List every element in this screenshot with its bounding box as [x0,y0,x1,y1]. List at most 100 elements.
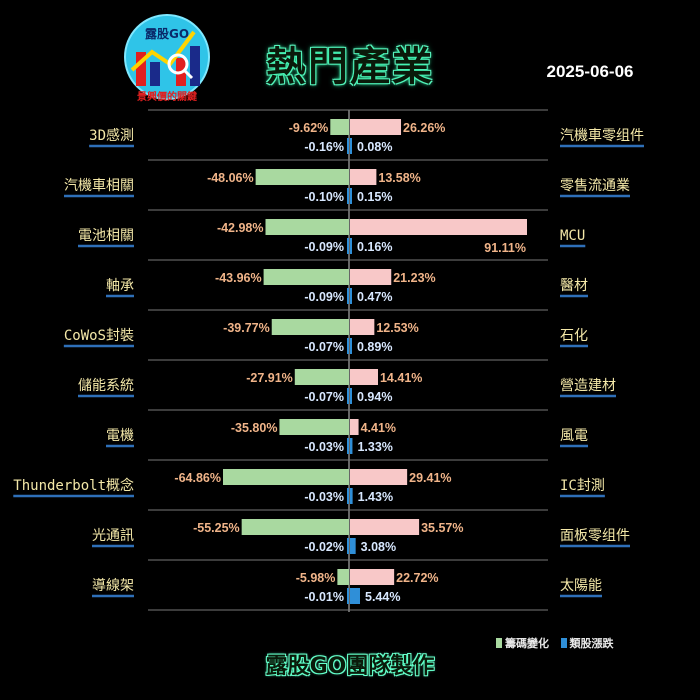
price-label-left: -0.03% [304,490,344,504]
category-label-right: IC封測 [560,478,605,494]
chip-label-left: -64.86% [174,471,221,485]
price-bar-left [347,438,349,454]
chip-label-left: -55.25% [193,521,240,535]
price-label-right: 3.08% [361,540,396,554]
category-label-right: MCU [560,228,585,244]
chip-label-right: 91.11% [484,241,526,255]
legend-chip: 籌碼變化 [496,637,549,650]
price-label-right: 0.16% [357,240,392,254]
price-label-right: 0.89% [357,340,392,354]
chip-bar-right [350,169,377,185]
chip-bar-left [255,169,349,185]
price-label-right: 1.43% [358,490,393,504]
chip-label-right: 4.41% [361,421,396,435]
category-label-right: 風電 [560,428,588,444]
category-label-left: 導線架 [92,578,134,594]
price-label-left: -0.07% [304,390,344,404]
price-bar-left [347,138,349,154]
price-bar-left [347,538,349,554]
price-bar-right [350,588,360,604]
legend-price: 類股漲跌 [560,637,614,650]
chip-bar-right [350,369,378,385]
category-label-left: 電機 [106,428,134,444]
chip-bar-left [241,519,349,535]
chip-bar-right [350,319,375,335]
chip-label-right: 35.57% [421,521,463,535]
price-bar-right [350,438,353,454]
category-label-left: CoWoS封裝 [64,328,134,344]
chip-label-right: 22.72% [396,571,438,585]
price-bar-left [347,388,349,404]
chip-bar-left [271,319,349,335]
chip-label-left: -27.91% [246,371,293,385]
category-label-left: Thunderbolt概念 [13,477,134,494]
chip-label-right: 14.41% [380,371,422,385]
logo-bottom-text: 景興價的關鍵 [137,90,197,103]
chip-bar-right [350,469,408,485]
price-label-left: -0.07% [304,340,344,354]
page-title: 熱門產業 [266,43,434,90]
price-label-right: 1.33% [357,440,392,454]
chip-label-left: -43.96% [215,271,262,285]
category-label-left: 光通訊 [92,528,134,544]
price-bar-left [347,488,349,504]
chip-bar-left [337,569,349,585]
price-bar-right [350,538,356,554]
chip-label-left: -9.62% [289,121,329,135]
price-label-left: -0.09% [304,290,344,304]
chip-label-right: 21.23% [393,271,435,285]
price-bar-right [350,138,352,154]
chip-bar-left [279,419,349,435]
price-label-left: -0.03% [304,440,344,454]
price-bar-right [350,488,353,504]
category-label-right: 醫材 [560,278,588,294]
price-label-right: 0.15% [357,190,392,204]
category-label-right: 營造建材 [560,378,616,394]
legend: 籌碼變化 類股漲跌 [496,635,614,651]
price-bar-left [347,188,349,204]
chip-bar-right [350,419,359,435]
price-bar-left [347,338,349,354]
legend-chip-label: 籌碼變化 [505,637,549,650]
logo-top-text: 露股GO [145,26,189,41]
category-label-left: 3D感測 [89,127,134,144]
footer-credit: 露股GO團隊製作 [265,654,435,679]
report-date: 2025-06-06 [546,62,634,81]
chip-bar-right [350,269,392,285]
legend-price-label: 類股漲跌 [569,637,614,650]
price-label-left: -0.16% [304,140,344,154]
legend-price-swatch [560,638,567,648]
price-label-left: -0.01% [304,590,344,604]
chip-bar-left [294,369,349,385]
price-label-right: 0.47% [357,290,392,304]
chip-label-right: 13.58% [378,171,420,185]
category-label-right: 汽機車零组件 [560,127,644,144]
category-label-right: 零售流通業 [560,178,630,194]
category-label-left: 軸承 [106,278,134,294]
price-label-left: -0.02% [304,540,344,554]
price-bar-left [347,588,349,604]
legend-chip-swatch [496,638,502,648]
price-bar-right [350,288,352,304]
chip-label-right: 29.41% [409,471,451,485]
category-label-left: 汽機車相關 [64,177,134,194]
category-label-right: 石化 [560,328,588,344]
chip-bar-left [222,469,349,485]
chip-bar-left [330,119,349,135]
chip-bar-right [350,219,527,235]
chip-bar-left [263,269,349,285]
price-label-right: 0.08% [357,140,392,154]
price-label-left: -0.10% [304,190,344,204]
chip-label-left: -35.80% [231,421,278,435]
price-bar-right [350,388,352,404]
category-label-left: 電池相關 [78,228,134,244]
chip-label-left: -42.98% [217,221,264,235]
chip-label-right: 12.53% [376,321,418,335]
category-label-left: 儲能系統 [78,378,134,394]
category-label-right: 太陽能 [560,578,602,594]
price-label-right: 5.44% [365,590,400,604]
chip-bar-right [350,569,395,585]
chip-label-left: -5.98% [296,571,336,585]
category-label-right: 面板零组件 [560,528,630,544]
